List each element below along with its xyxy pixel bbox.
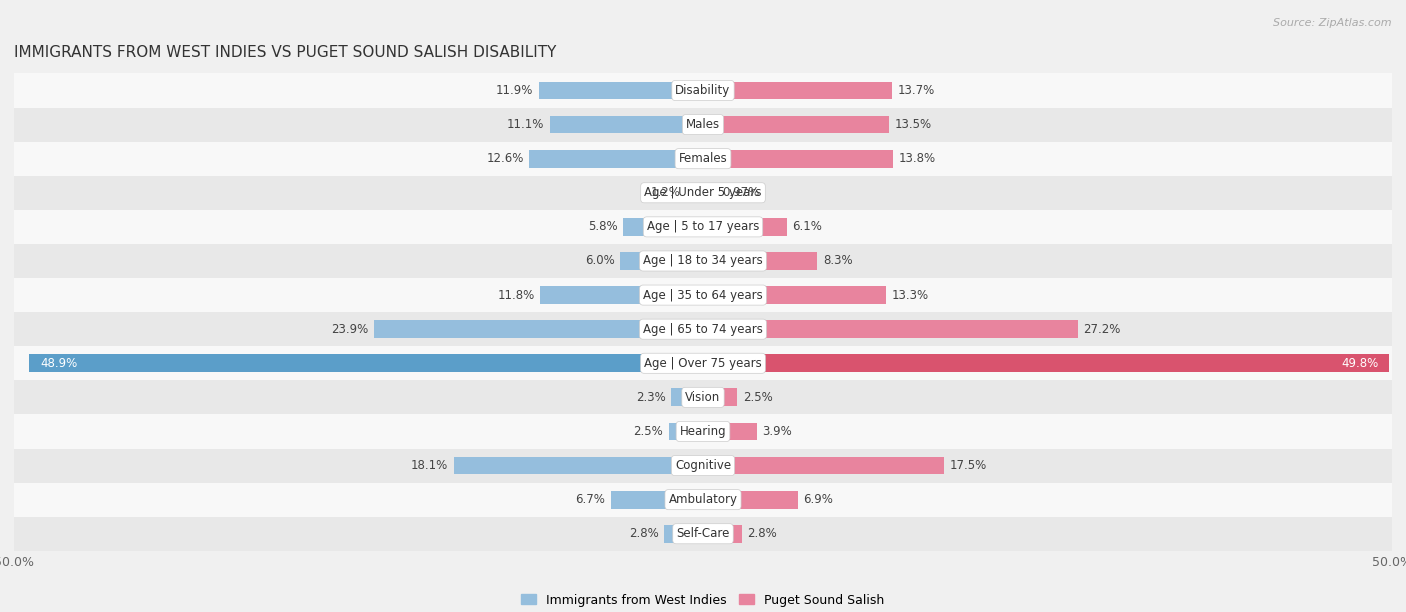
Bar [703,184,717,201]
Text: 48.9%: 48.9% [41,357,77,370]
FancyBboxPatch shape [14,483,1392,517]
Text: Cognitive: Cognitive [675,459,731,472]
FancyBboxPatch shape [14,517,1392,551]
Bar [703,81,891,99]
Text: Age | 18 to 34 years: Age | 18 to 34 years [643,255,763,267]
Bar [703,116,889,133]
Bar [703,423,756,440]
Text: 6.9%: 6.9% [804,493,834,506]
Text: 13.5%: 13.5% [894,118,932,131]
Text: Males: Males [686,118,720,131]
FancyBboxPatch shape [14,278,1392,312]
Bar [703,320,1078,338]
Text: Age | 5 to 17 years: Age | 5 to 17 years [647,220,759,233]
FancyBboxPatch shape [14,449,1392,483]
Bar [686,184,703,201]
Bar [30,354,703,372]
Bar [374,320,703,338]
Text: Source: ZipAtlas.com: Source: ZipAtlas.com [1274,18,1392,28]
Text: 6.0%: 6.0% [585,255,614,267]
FancyBboxPatch shape [14,210,1392,244]
Legend: Immigrants from West Indies, Puget Sound Salish: Immigrants from West Indies, Puget Sound… [522,594,884,606]
Text: 2.8%: 2.8% [747,528,778,540]
Text: 5.8%: 5.8% [588,220,617,233]
Bar [703,286,886,304]
Text: Age | 35 to 64 years: Age | 35 to 64 years [643,289,763,302]
Text: 6.1%: 6.1% [793,220,823,233]
Text: 23.9%: 23.9% [330,323,368,335]
Text: 2.5%: 2.5% [742,391,773,404]
FancyBboxPatch shape [14,176,1392,210]
Text: 12.6%: 12.6% [486,152,524,165]
Bar [665,525,703,543]
Text: Ambulatory: Ambulatory [668,493,738,506]
Text: Age | Under 5 years: Age | Under 5 years [644,186,762,200]
Text: Disability: Disability [675,84,731,97]
FancyBboxPatch shape [14,414,1392,449]
Text: 0.97%: 0.97% [721,186,759,200]
FancyBboxPatch shape [14,141,1392,176]
Text: 18.1%: 18.1% [411,459,449,472]
Text: 27.2%: 27.2% [1083,323,1121,335]
FancyBboxPatch shape [14,108,1392,141]
FancyBboxPatch shape [14,244,1392,278]
Text: 2.5%: 2.5% [633,425,664,438]
Text: Age | Over 75 years: Age | Over 75 years [644,357,762,370]
Text: Vision: Vision [685,391,721,404]
Bar [703,457,945,474]
Bar [703,525,741,543]
Text: 13.7%: 13.7% [897,84,935,97]
Bar [454,457,703,474]
Bar [703,218,787,236]
Text: 11.9%: 11.9% [496,84,533,97]
Text: 2.3%: 2.3% [636,391,666,404]
Text: 11.8%: 11.8% [498,289,534,302]
Text: Hearing: Hearing [679,425,727,438]
Bar [623,218,703,236]
FancyBboxPatch shape [14,346,1392,380]
Bar [540,286,703,304]
Bar [703,252,817,270]
Text: IMMIGRANTS FROM WEST INDIES VS PUGET SOUND SALISH DISABILITY: IMMIGRANTS FROM WEST INDIES VS PUGET SOU… [14,45,557,60]
Bar [703,150,893,168]
Bar [538,81,703,99]
Text: 13.8%: 13.8% [898,152,936,165]
Bar [620,252,703,270]
FancyBboxPatch shape [14,73,1392,108]
Text: 6.7%: 6.7% [575,493,605,506]
Bar [530,150,703,168]
Text: Females: Females [679,152,727,165]
FancyBboxPatch shape [14,312,1392,346]
Text: 2.8%: 2.8% [628,528,659,540]
Bar [669,423,703,440]
Text: Self-Care: Self-Care [676,528,730,540]
Text: 3.9%: 3.9% [762,425,792,438]
Bar [703,389,738,406]
Text: 11.1%: 11.1% [508,118,544,131]
Bar [671,389,703,406]
Text: 1.2%: 1.2% [651,186,681,200]
FancyBboxPatch shape [14,380,1392,414]
Bar [610,491,703,509]
Bar [703,354,1389,372]
Text: 17.5%: 17.5% [949,459,987,472]
Text: 13.3%: 13.3% [891,289,929,302]
Text: 8.3%: 8.3% [823,255,852,267]
Text: 49.8%: 49.8% [1341,357,1378,370]
Bar [703,491,799,509]
Bar [550,116,703,133]
Text: Age | 65 to 74 years: Age | 65 to 74 years [643,323,763,335]
